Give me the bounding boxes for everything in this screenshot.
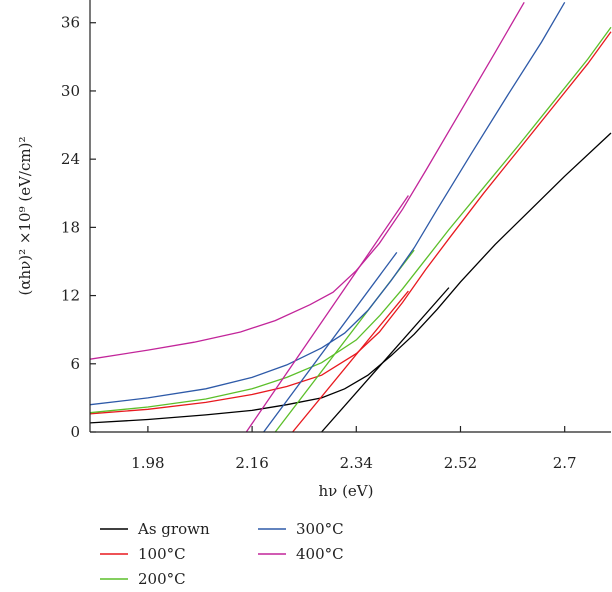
x-tick-label: 2.34 xyxy=(340,454,373,472)
y-tick-label: 6 xyxy=(70,355,80,373)
legend: As grown 100°C 200°C 300°C 400°C xyxy=(100,520,344,588)
plot-area xyxy=(90,0,611,432)
tangent-line-3 xyxy=(263,251,398,432)
series-line-1 xyxy=(90,31,612,415)
legend-label: 200°C xyxy=(138,570,186,588)
x-tick-label: 2.16 xyxy=(235,454,268,472)
series-layer xyxy=(90,1,612,432)
series-line-2 xyxy=(90,26,612,414)
x-tick-label: 1.98 xyxy=(131,454,164,472)
x-tick-label: 2.7 xyxy=(553,454,577,472)
y-tick-label: 12 xyxy=(61,287,80,305)
tangent-line-4 xyxy=(245,195,409,432)
legend-label: 100°C xyxy=(138,545,186,563)
y-tick-label: 30 xyxy=(61,82,80,100)
y-tick-label: 18 xyxy=(61,218,80,236)
y-tick-label: 24 xyxy=(61,150,80,168)
tangent-line-1 xyxy=(292,290,409,432)
series-line-3 xyxy=(90,1,566,406)
series-line-4 xyxy=(90,1,525,360)
axis-layer: 0 6 12 18 24 30 36 1.98 2.16 2.34 2.52 2.7 xyxy=(61,0,611,472)
y-tick-label: 36 xyxy=(61,14,80,32)
y-axis-title: (αhν)² ×10⁹ (eV/cm)² xyxy=(16,137,34,296)
tangent-line-0 xyxy=(321,287,450,432)
x-tick-label: 2.52 xyxy=(444,454,477,472)
legend-label: 400°C xyxy=(296,545,344,563)
legend-label: As grown xyxy=(137,520,210,538)
x-axis-title: hν (eV) xyxy=(319,482,374,500)
y-tick-label: 0 xyxy=(70,423,80,441)
legend-label: 300°C xyxy=(296,520,344,538)
